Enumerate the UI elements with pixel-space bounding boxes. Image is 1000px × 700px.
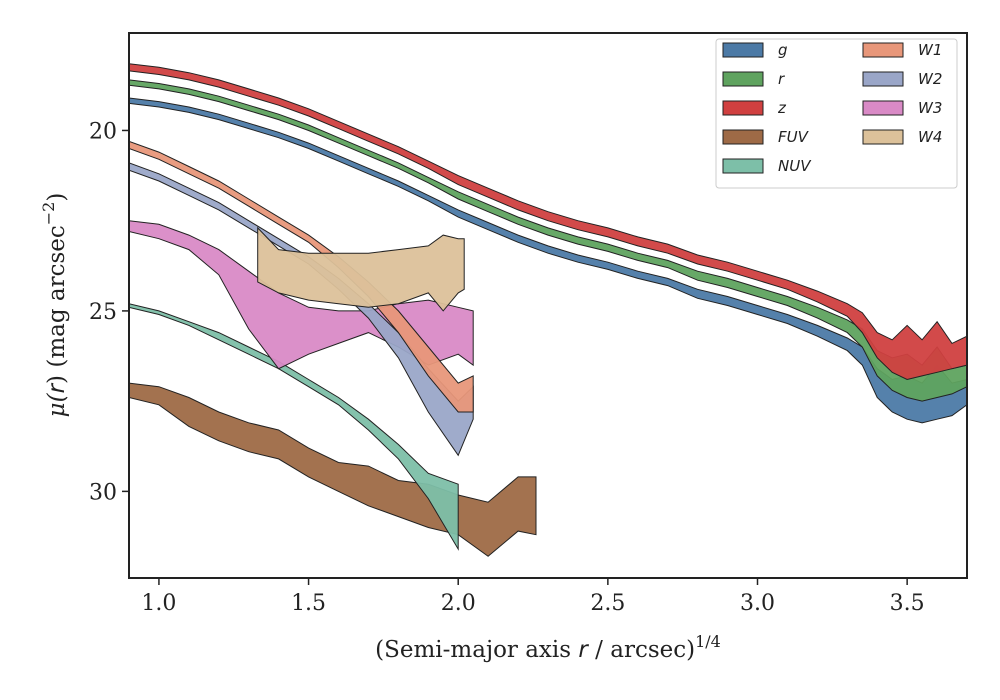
x-tick-label: 3.5 <box>890 591 925 616</box>
legend-label-g: g <box>778 41 788 59</box>
legend-swatch-g <box>722 42 764 58</box>
legend-label-fuv: FUV <box>778 128 810 146</box>
x-tick-label: 1.5 <box>291 591 326 616</box>
y-tick-label: 30 <box>89 480 117 505</box>
legend-swatch-z <box>722 100 764 116</box>
band-w4 <box>257 226 465 312</box>
band-r <box>129 79 967 402</box>
x-tick-label: 3.0 <box>740 591 775 616</box>
band-fuv <box>129 382 537 557</box>
band-w1 <box>129 140 474 413</box>
legend-swatch-w4 <box>862 129 904 145</box>
y-axis-title: μ(r) (mag arcsec−2) <box>39 193 70 418</box>
x-axis-title: (Semi-major axis r / arcsec)1/4 <box>375 632 721 663</box>
legend-swatch-w2 <box>862 71 904 87</box>
legend-label-nuv: NUV <box>778 157 812 175</box>
legend-label-w3: W3 <box>918 99 942 117</box>
y-tick-label: 25 <box>89 300 117 325</box>
legend: grz FUV NUV W1 W2 W3 W4 <box>715 38 958 189</box>
legend-label-w4: W4 <box>918 128 942 146</box>
x-tick-label: 2.0 <box>441 591 476 616</box>
y-tick-label: 20 <box>89 119 117 144</box>
legend-label-z: z <box>777 99 787 117</box>
band-nuv <box>129 303 459 551</box>
legend-swatch-w3 <box>862 100 904 116</box>
x-axis: 1.0 1.5 2.0 2.5 3.0 3.5 <box>141 578 925 616</box>
x-tick-label: 1.0 <box>141 591 176 616</box>
band-z <box>129 63 967 381</box>
band-w2 <box>129 162 474 457</box>
legend-swatch-fuv <box>722 129 764 145</box>
legend-label-w2: W2 <box>918 70 942 88</box>
legend-swatch-r <box>722 71 764 87</box>
band-g <box>129 97 967 424</box>
series-layer <box>129 63 967 557</box>
plot-frame <box>128 32 968 579</box>
legend-swatch-nuv <box>722 158 764 174</box>
x-tick-label: 2.5 <box>590 591 625 616</box>
y-axis: 20 25 30 <box>89 119 129 505</box>
legend-swatch-w1 <box>862 42 904 58</box>
legend-label-w1: W1 <box>918 41 942 59</box>
legend-label-r: r <box>778 70 785 88</box>
